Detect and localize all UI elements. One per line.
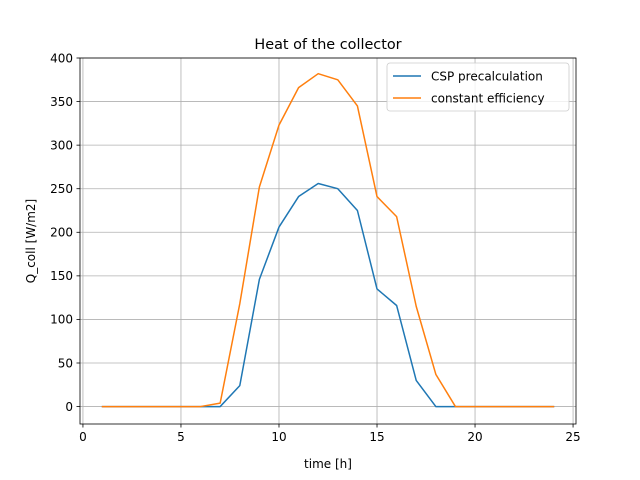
legend-label-1: CSP precalculation bbox=[431, 69, 543, 83]
y-tick-label: 150 bbox=[50, 269, 73, 283]
x-tick-label: 20 bbox=[467, 430, 482, 444]
x-axis-label: time [h] bbox=[304, 457, 352, 471]
y-tick-label: 300 bbox=[50, 138, 73, 152]
legend-box bbox=[386, 62, 570, 112]
legend-label-2: constant efficiency bbox=[431, 91, 545, 105]
series-layer bbox=[101, 72, 555, 408]
y-axis-label: Q_coll [W/m2] bbox=[24, 199, 38, 283]
y-tick-label: 100 bbox=[50, 313, 73, 327]
plot-frame bbox=[79, 57, 577, 425]
y-tick-label: 250 bbox=[50, 182, 73, 196]
y-tick-label: 350 bbox=[50, 95, 73, 109]
y-tick-label: 0 bbox=[65, 400, 73, 414]
x-tick-label: 25 bbox=[565, 430, 580, 444]
x-tick-label: 15 bbox=[369, 430, 384, 444]
x-tick-label: 0 bbox=[79, 430, 87, 444]
x-tick-label: 5 bbox=[177, 430, 185, 444]
y-tick-label: 50 bbox=[58, 356, 73, 370]
chart-title: Heat of the collector bbox=[254, 37, 401, 53]
x-tick-label: 10 bbox=[271, 430, 286, 444]
series-line-2 bbox=[101, 72, 555, 408]
y-tick-label: 200 bbox=[50, 226, 73, 240]
legend: CSP precalculation constant efficiency bbox=[386, 62, 570, 112]
y-tick-label: 400 bbox=[50, 51, 73, 65]
